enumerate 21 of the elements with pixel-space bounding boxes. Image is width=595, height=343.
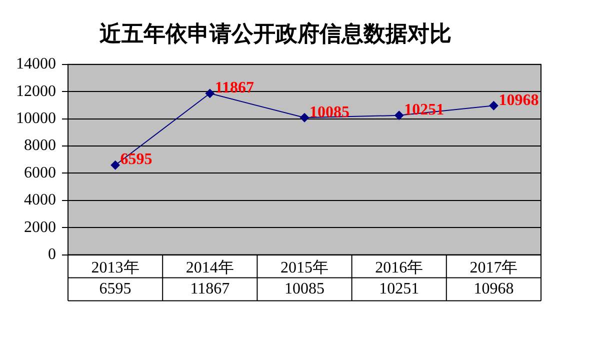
y-tick-label: 4000 (24, 192, 56, 209)
y-tick-label: 12000 (16, 82, 56, 100)
y-tick-label: 6000 (24, 164, 56, 182)
x-tick-label: 2015年 (280, 260, 328, 277)
x-tick-label: 2013年 (91, 260, 140, 277)
x-tick-label: 2016年 (375, 260, 424, 277)
y-tick-label: 0 (48, 246, 56, 264)
y-tick-label: 14000 (16, 56, 56, 73)
text: 11867 (190, 280, 230, 298)
text: 10251 (379, 280, 420, 298)
chart-title: 近五年依申请公开政府信息数据对比 (98, 20, 452, 46)
y-tick-label: 2000 (24, 218, 56, 236)
text: 10085 (284, 280, 324, 298)
text: 10968 (474, 280, 514, 298)
x-tick-label: 2014年 (186, 260, 234, 277)
y-tick-label: 10000 (16, 110, 56, 128)
text: 6595 (99, 280, 132, 298)
data-label: 6595 (120, 151, 152, 168)
y-tick-label: 8000 (24, 137, 56, 154)
x-tick-label: 2017年 (470, 260, 518, 277)
data-label: 10968 (498, 92, 539, 109)
